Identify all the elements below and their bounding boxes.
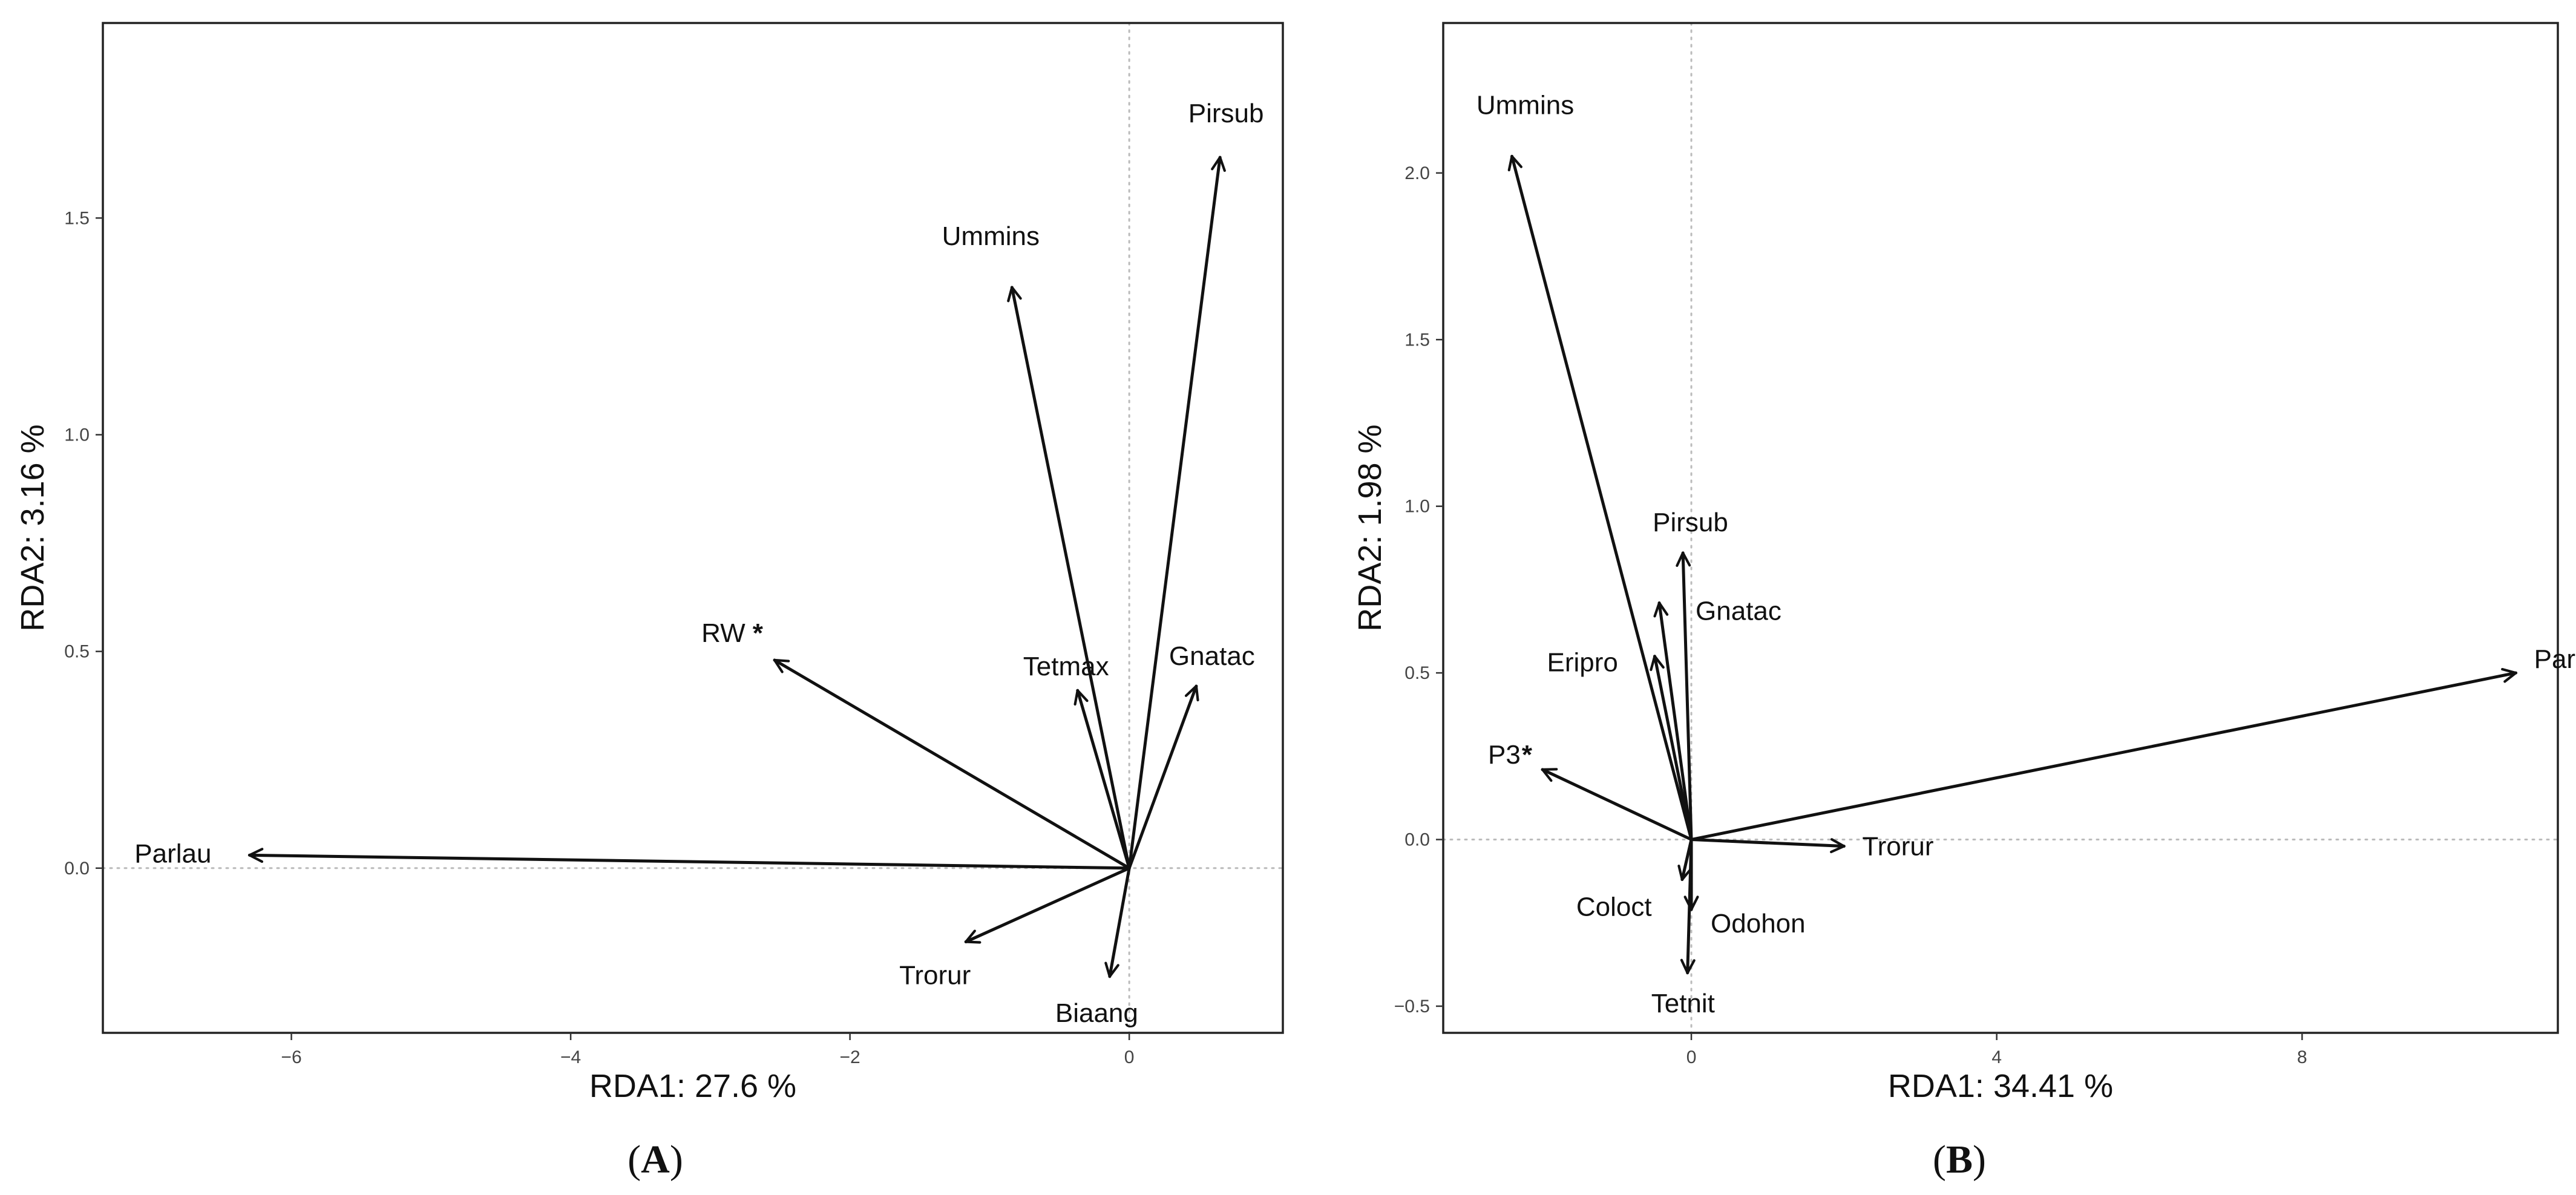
panel-a-arrow-label-gnatac: Gnatac — [1169, 641, 1255, 671]
panel-b-x-tick-label: 4 — [1991, 1047, 2002, 1067]
panel-a-arrow-label-trorur: Trorur — [899, 961, 971, 990]
panel-b-arrow-gnatac — [1653, 601, 1693, 842]
panel-b-arrow-p3 — [1541, 768, 1693, 842]
panel-b-y-tick-label: 1.5 — [1404, 330, 1430, 350]
panel-a-x-tick-label: 0 — [1124, 1047, 1135, 1067]
panel-b-arrow-label-eripro: Eripro — [1547, 648, 1617, 678]
panel-a-x-axis-title: RDA1: 27.6 % — [589, 1068, 796, 1104]
panel-b-y-tick-label: 0.5 — [1404, 663, 1430, 683]
panel-b-y-tick-label: −0.5 — [1394, 997, 1430, 1017]
panel-b-arrow-label-p3: P3* — [1488, 740, 1533, 770]
panel-a-letter: A — [641, 1138, 670, 1182]
panel-b-arrow-label-gnatac: Gnatac — [1696, 596, 1781, 626]
panel-b-biplot: 0 4 8 −0.5 0.0 0.5 1.0 1.5 2.0 RDA1: 34.41 % RDA2:… — [1352, 22, 2576, 1104]
panel-a-y-tick-label: 1.5 — [64, 208, 90, 228]
panel-b-x-tick-label: 8 — [2297, 1047, 2307, 1067]
panel-a-arrow-rw — [773, 658, 1131, 870]
panel-b-arrow-eripro — [1650, 655, 1693, 842]
panel-a-plot-frame — [102, 22, 1284, 1034]
panel-b-arrow-tetnit — [1680, 838, 1696, 975]
panel-a-arrow-gnatac — [1127, 684, 1199, 870]
panel-b-arrow-ummins — [1507, 154, 1693, 842]
panel-b-y-tick-label: 1.0 — [1404, 497, 1430, 517]
panel-b-arrow-label-parlau: Parlau — [2534, 644, 2576, 674]
panel-b-x-tick-label: 0 — [1686, 1047, 1697, 1067]
panel-b-y-tick-label: 2.0 — [1404, 163, 1430, 183]
panel-a-y-tick-label: 0.0 — [64, 859, 90, 879]
panel-b-arrow-label-pirsub: Pirsub — [1653, 508, 1728, 537]
panel-a-y-axis-title: RDA2: 3.16 % — [15, 424, 51, 631]
panel-a-y-tick-label: 1.0 — [64, 425, 90, 445]
panel-a-y-tick-label: 0.5 — [64, 642, 90, 662]
panel-b-y-tick-label: 0.0 — [1404, 830, 1430, 850]
panel-b-x-axis-title: RDA1: 34.41 % — [1888, 1068, 2113, 1104]
panel-a-x-tick-label: −6 — [281, 1047, 301, 1067]
panel-b-plot-frame — [1442, 22, 2559, 1034]
panel-b-arrow-label-ummins: Ummins — [1476, 90, 1574, 120]
panel-b-arrow-label-trorur: Trorur — [1862, 832, 1933, 862]
panel-a-arrow-parlau — [247, 848, 1131, 870]
panel-a-arrow-label-parlau: Parlau — [134, 839, 211, 868]
panel-b-arrow-pirsub — [1676, 551, 1693, 842]
panel-a-x-tick-label: −2 — [840, 1047, 860, 1067]
panel-a-arrow-label-tetmax: Tetmax — [1023, 652, 1109, 681]
panel-a-arrow-label-ummins: Ummins — [942, 221, 1040, 251]
panel-b-arrow-label-coloct: Coloct — [1576, 892, 1652, 922]
panel-b-arrow-parlau — [1689, 667, 2518, 842]
panel-a-arrow-label-rw: RW * — [701, 618, 764, 648]
panel-a-label: (A) — [628, 1138, 683, 1182]
panel-b-label: (B) — [1933, 1138, 1986, 1182]
panel-a-arrow-pirsub — [1127, 156, 1226, 870]
panel-a-arrow-trorur — [964, 866, 1131, 944]
panel-a-biplot: −6 −4 −2 0 0.0 0.5 1.0 1.5 RDA1: 27.6 % RDA2: 3.1… — [15, 22, 1284, 1104]
panel-b-arrow-label-tetnit: Tetnit — [1651, 989, 1715, 1018]
panel-a-x-tick-label: −4 — [560, 1047, 581, 1067]
panel-b-y-axis-title: RDA2: 1.98 % — [1352, 424, 1388, 631]
panel-a-arrow-ummins — [1007, 286, 1131, 870]
panel-a-arrow-biaang — [1104, 866, 1131, 978]
panel-a-arrow-label-pirsub: Pirsub — [1188, 99, 1264, 128]
panel-a-arrow-tetmax — [1073, 689, 1131, 870]
panel-b-letter: B — [1946, 1138, 1973, 1182]
panel-b-arrow-trorur — [1689, 838, 1846, 854]
panel-b-arrow-label-odohon: Odohon — [1711, 909, 1806, 938]
panel-a-arrow-label-biaang: Biaang — [1055, 998, 1138, 1028]
